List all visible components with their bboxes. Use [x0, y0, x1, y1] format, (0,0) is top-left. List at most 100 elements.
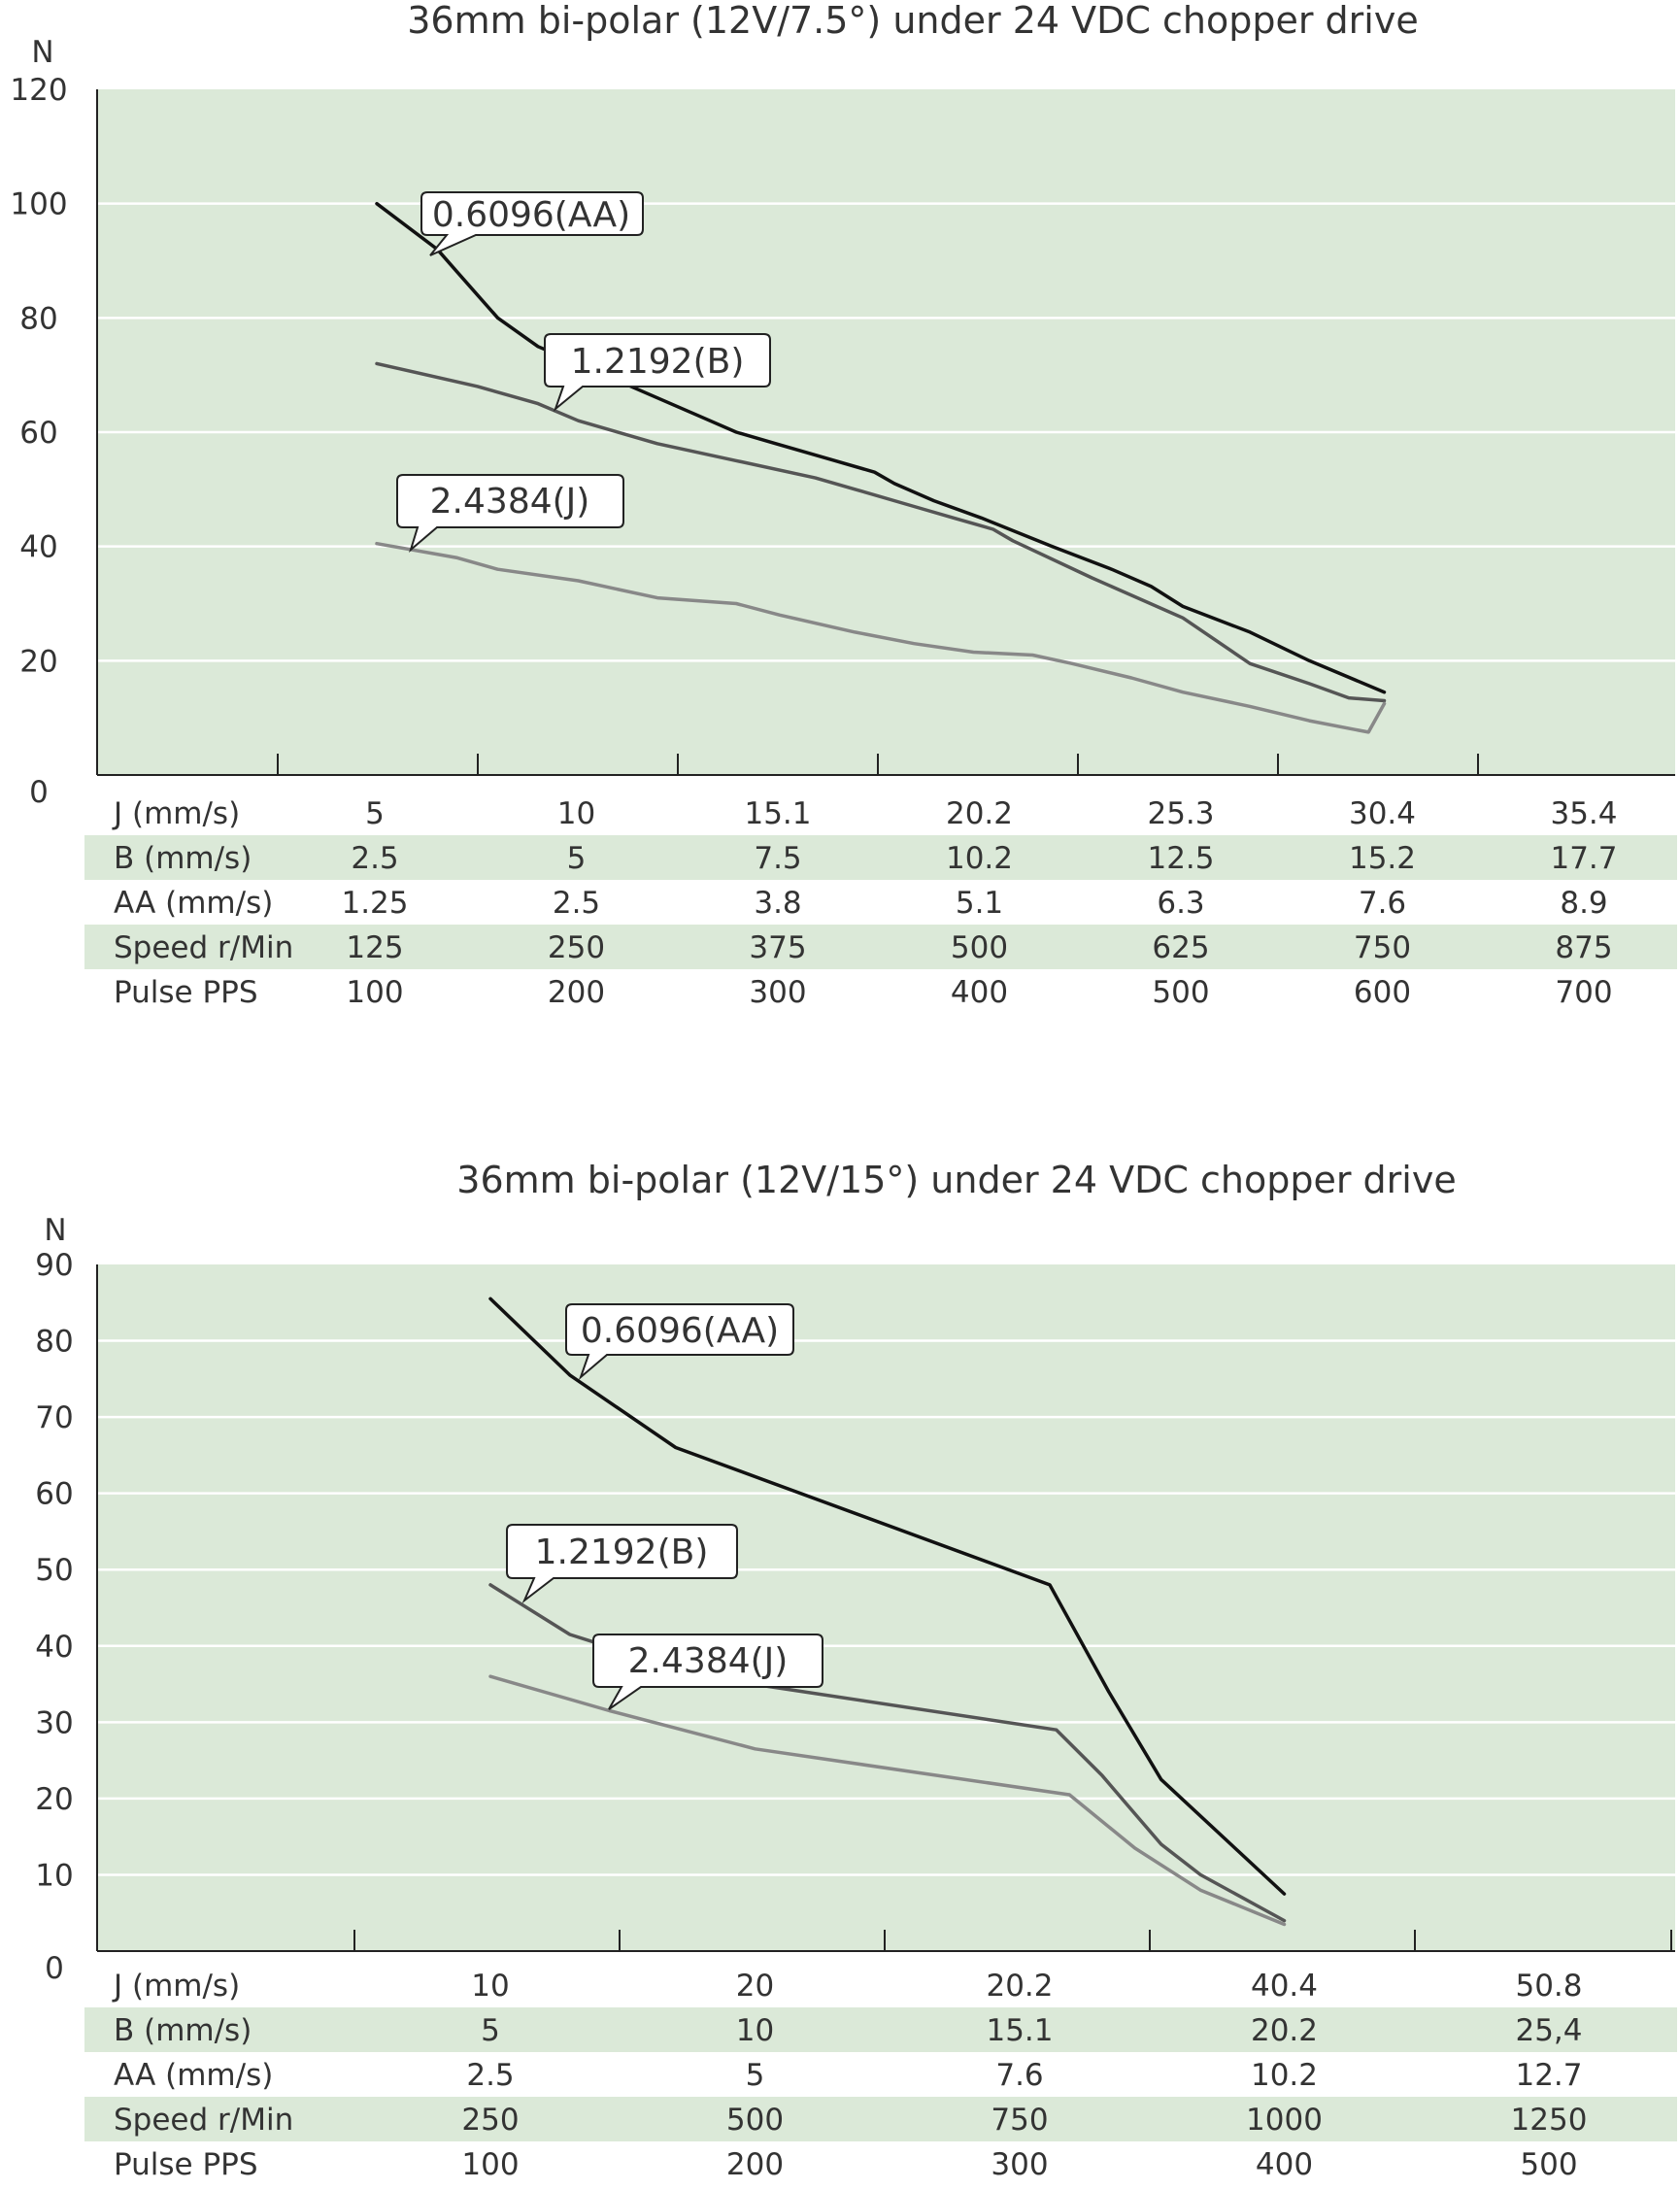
table-cell: 7.6	[995, 2058, 1043, 2093]
series-line-0-6096-aa-	[488, 1297, 1287, 1896]
chart-2: 36mm bi-polar (12V/15°) under 24 VDC cho…	[35, 1159, 1677, 2182]
table-cell: 15.1	[744, 796, 811, 831]
y-tick-label: 20	[35, 1782, 73, 1817]
chart-2-y-unit-label: N	[44, 1213, 66, 1248]
table-cell: 600	[1354, 975, 1411, 1010]
chart-2-x-ticks	[353, 1930, 1672, 1951]
table-cell: 6.3	[1157, 886, 1204, 921]
y-tick-label: 40	[19, 530, 57, 565]
table-cell: 12.7	[1515, 2058, 1582, 2093]
y-tick-label: 90	[35, 1248, 73, 1283]
chart-1-callout-b: 1.2192(B)	[544, 333, 771, 413]
table-row-label: Pulse PPS	[114, 975, 258, 1010]
table-cell: 1.25	[341, 886, 408, 921]
table-cell: 5	[567, 841, 587, 876]
chart-1-y-tick-labels: 0 20 40 60 80 100 120	[10, 73, 67, 810]
table-cell: 5.1	[956, 886, 1003, 921]
table-cell: 3.8	[754, 886, 801, 921]
table-cell: 15.2	[1349, 841, 1416, 876]
y-tick-label: 70	[35, 1400, 73, 1435]
chart-1-callout-j: 2.4384(J)	[396, 474, 624, 553]
table-cell: 1000	[1246, 2103, 1323, 2138]
chart-2-title: 36mm bi-polar (12V/15°) under 24 VDC cho…	[456, 1159, 1456, 1201]
chart-1-title: 36mm bi-polar (12V/7.5°) under 24 VDC ch…	[407, 0, 1418, 42]
table-cell: 500	[1152, 975, 1209, 1010]
chart-2-y-tick-labels: 0 10 20 30 40 50 60 70 80 90	[35, 1248, 73, 1986]
chart-2-plot-area	[97, 1264, 1675, 1951]
table-cell: 500	[1520, 2147, 1577, 2182]
chart-2-callout-aa: 0.6096(AA)	[565, 1303, 794, 1381]
table-cell: 50.8	[1515, 1969, 1582, 2004]
table-cell: 20.2	[986, 1969, 1053, 2004]
chart-2-gridlines	[97, 1339, 1675, 1876]
chart-2-data-table: J (mm/s) 10 20 20.2 40.4 50.8 B (mm/s) 5 10 15.1 2…	[84, 1969, 1677, 2182]
y-tick-label: 10	[35, 1858, 73, 1893]
table-cell: 20.2	[1251, 2013, 1318, 2048]
table-row-label: AA (mm/s)	[114, 2058, 273, 2093]
table-row-shade	[84, 2097, 1677, 2141]
table-cell: 10.2	[946, 841, 1013, 876]
table-cell: 25,4	[1515, 2013, 1582, 2048]
callout-bubble	[544, 333, 771, 413]
table-cell: 20.2	[946, 796, 1013, 831]
table-cell: 400	[951, 975, 1008, 1010]
table-cell: 10	[471, 1969, 509, 2004]
chart-1-y-unit-label: N	[31, 35, 53, 70]
callout-bubble	[396, 474, 624, 553]
table-row-label: B (mm/s)	[114, 841, 252, 876]
table-row-label: J (mm/s)	[112, 1969, 240, 2004]
table-cell: 1250	[1511, 2103, 1588, 2138]
callout-bubble	[420, 191, 644, 256]
table-cell: 250	[461, 2103, 519, 2138]
chart-1-callout-b-label: 1.2192(B)	[571, 342, 745, 382]
chart-1-gridlines	[97, 202, 1675, 662]
table-cell: 10	[557, 796, 595, 831]
table-cell: 5	[481, 2013, 500, 2048]
table-cell: 2.5	[466, 2058, 514, 2093]
table-cell: 35.4	[1550, 796, 1617, 831]
table-cell: 125	[346, 930, 403, 965]
table-row-label: Speed r/Min	[114, 930, 293, 965]
table-cell: 7.6	[1359, 886, 1406, 921]
chart-2-callout-aa-label: 0.6096(AA)	[581, 1311, 779, 1351]
table-row-shade	[84, 2007, 1677, 2052]
y-tick-label: 0	[29, 775, 49, 810]
table-cell: 8.9	[1560, 886, 1607, 921]
chart-1: 36mm bi-polar (12V/7.5°) under 24 VDC ch…	[10, 0, 1677, 1010]
table-row-label: B (mm/s)	[114, 2013, 252, 2048]
callout-bubble	[506, 1524, 738, 1604]
table-cell: 300	[991, 2147, 1048, 2182]
table-row-label: Speed r/Min	[114, 2103, 293, 2138]
y-tick-label: 60	[35, 1477, 73, 1512]
table-row-shade	[84, 925, 1677, 969]
y-tick-label: 80	[19, 301, 57, 336]
table-cell: 100	[346, 975, 403, 1010]
chart-2-callout-b: 1.2192(B)	[506, 1524, 738, 1604]
table-cell: 250	[548, 930, 605, 965]
table-cell: 25.3	[1147, 796, 1214, 831]
series-line-1-2192-b-	[375, 361, 1387, 703]
y-tick-label: 80	[35, 1325, 73, 1360]
table-cell: 200	[548, 975, 605, 1010]
table-cell: 875	[1555, 930, 1612, 965]
chart-1-data-table: J (mm/s) 5 10 15.1 20.2 25.3 30.4 35.4 B (mm/s) 2…	[84, 796, 1677, 1010]
table-cell: 750	[991, 2103, 1048, 2138]
table-row-label: Pulse PPS	[114, 2147, 258, 2182]
y-tick-label: 30	[35, 1705, 73, 1740]
series-line-2-4384-j-	[375, 541, 1387, 734]
y-tick-label: 20	[19, 644, 57, 679]
table-cell: 750	[1354, 930, 1411, 965]
table-cell: 500	[726, 2103, 784, 2138]
chart-2-callout-b-label: 1.2192(B)	[535, 1533, 709, 1572]
chart-1-callout-j-label: 2.4384(J)	[430, 482, 590, 522]
table-row-shade	[84, 835, 1677, 880]
table-cell: 7.5	[754, 841, 801, 876]
callout-bubble	[592, 1634, 823, 1710]
y-tick-label: 60	[19, 416, 57, 451]
y-tick-label: 0	[45, 1951, 64, 1986]
callout-bubble	[565, 1303, 794, 1381]
chart-1-callout-aa-label: 0.6096(AA)	[432, 195, 630, 235]
chart-1-callout-aa: 0.6096(AA)	[420, 191, 644, 256]
chart-2-callout-j: 2.4384(J)	[592, 1634, 823, 1710]
table-row-label: AA (mm/s)	[114, 886, 273, 921]
